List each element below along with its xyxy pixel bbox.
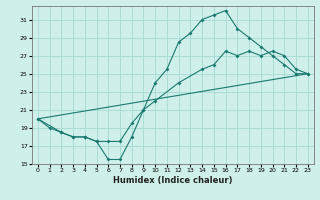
- X-axis label: Humidex (Indice chaleur): Humidex (Indice chaleur): [113, 176, 233, 185]
